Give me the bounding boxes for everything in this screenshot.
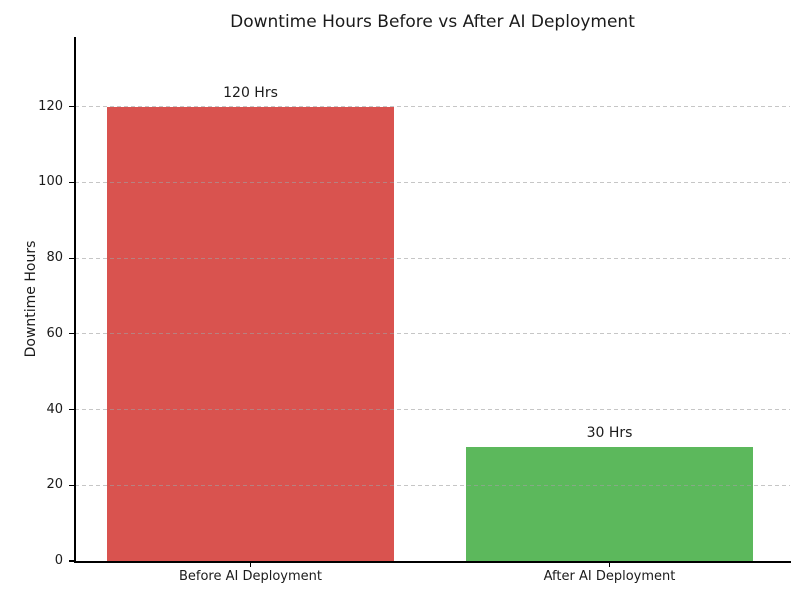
y-tick-label-60: 60 xyxy=(46,325,63,341)
gridline-y-60 xyxy=(75,333,790,335)
x-axis-spine xyxy=(74,561,791,563)
y-tick-mark-120 xyxy=(69,106,75,108)
y-tick-mark-60 xyxy=(69,333,75,335)
y-tick-label-20: 20 xyxy=(46,477,63,493)
gridline-y-40 xyxy=(75,409,790,411)
y-tick-mark-40 xyxy=(69,408,75,411)
gridline-y-120 xyxy=(75,106,790,108)
y-tick-label-80: 80 xyxy=(46,250,63,266)
bar-value-label-1: 30 Hrs xyxy=(586,425,633,442)
y-tick-mark-0 xyxy=(69,560,75,562)
y-tick-label-40: 40 xyxy=(46,401,63,417)
y-tick-mark-80 xyxy=(69,257,75,259)
y-tick-mark-100 xyxy=(69,181,75,183)
y-tick-label-0: 0 xyxy=(54,553,63,568)
plot-area: 120 Hrs 30 Hrs xyxy=(75,37,790,561)
y-tick-mark-20 xyxy=(69,484,75,486)
gridline-y-20 xyxy=(75,484,790,486)
bar-value-label-0: 120 Hrs xyxy=(223,84,278,101)
y-tick-label-120: 120 xyxy=(38,98,63,114)
y-axis-spine xyxy=(74,37,76,562)
x-tick-mark-1 xyxy=(608,562,611,567)
x-tick-label-0: Before AI Deployment xyxy=(178,569,322,584)
bar-1 xyxy=(466,447,753,561)
y-tick-label-100: 100 xyxy=(38,174,63,190)
gridline-y-100 xyxy=(75,181,790,183)
x-tick-label-1: After AI Deployment xyxy=(543,569,676,584)
chart-title: Downtime Hours Before vs After AI Deploy… xyxy=(230,12,635,32)
gridline-y-80 xyxy=(75,257,790,259)
x-tick-mark-0 xyxy=(249,562,252,567)
